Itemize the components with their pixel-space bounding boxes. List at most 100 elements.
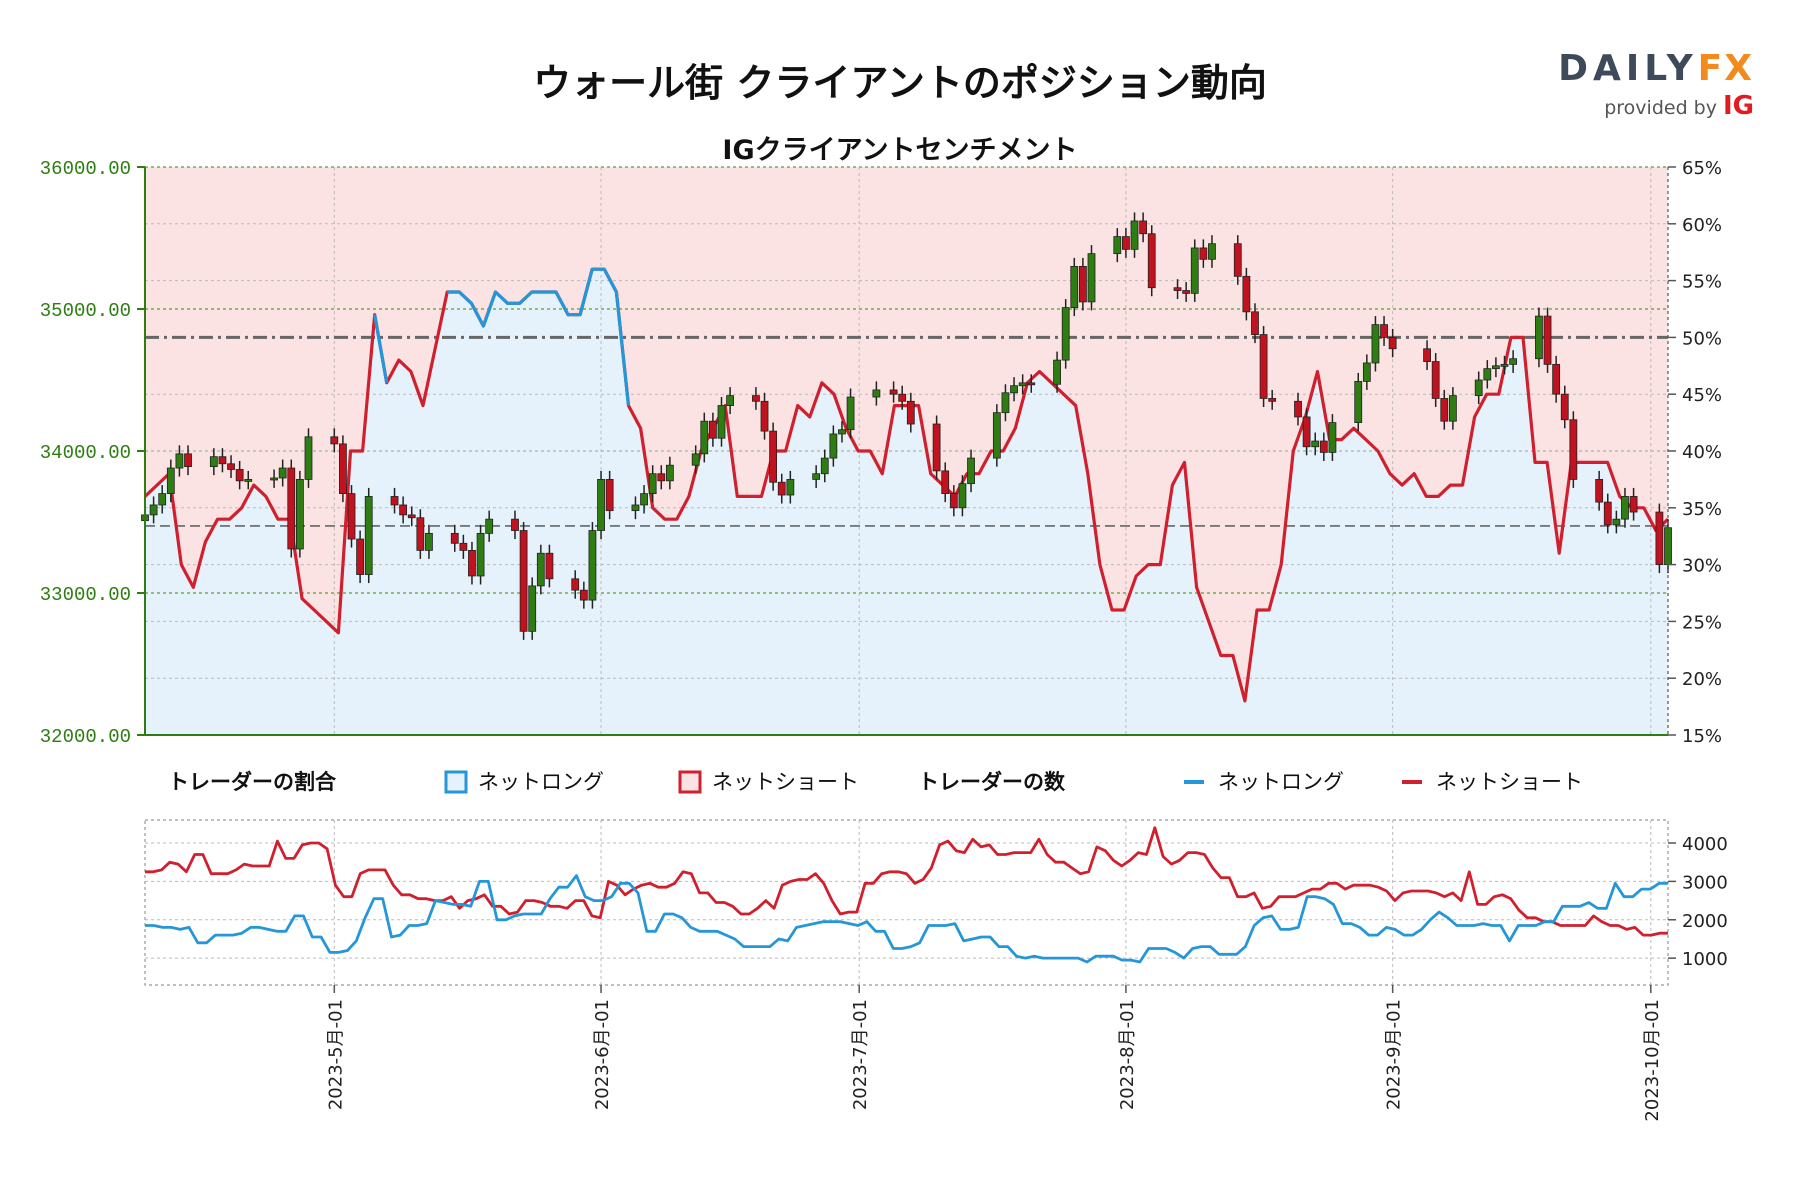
x-tick-label: 2023-7月-01	[850, 999, 871, 1110]
candle	[1535, 315, 1543, 360]
candle	[1621, 496, 1629, 520]
candle	[889, 389, 898, 395]
candle	[1431, 361, 1440, 399]
candle	[588, 530, 597, 601]
candle	[777, 481, 786, 496]
candle	[812, 473, 821, 480]
candle	[511, 518, 519, 531]
candle	[1328, 422, 1337, 453]
candle	[1242, 275, 1251, 313]
candle	[1655, 511, 1664, 565]
x-tick-label: 2023-9月-01	[1384, 999, 1405, 1110]
candle	[278, 467, 287, 479]
legend-ratio-header: トレーダーの割合	[168, 770, 337, 794]
logo-brand-right: FX	[1697, 48, 1754, 89]
candle	[1251, 311, 1259, 335]
ig-logo: IG	[1722, 91, 1754, 121]
candle	[1483, 368, 1492, 381]
candle	[708, 420, 717, 439]
candle	[1018, 382, 1027, 387]
candle	[829, 433, 838, 459]
candle	[992, 412, 1001, 459]
candle	[364, 496, 373, 575]
right-tick-label: 55%	[1682, 272, 1722, 293]
candle	[1259, 334, 1268, 399]
candle	[227, 463, 235, 470]
candle	[1294, 400, 1302, 418]
candle	[536, 552, 545, 587]
count-short-line	[145, 826, 1668, 937]
right-tick-label: 30%	[1682, 556, 1722, 577]
candle	[665, 464, 674, 482]
candle	[244, 478, 253, 482]
candle	[1027, 382, 1036, 386]
candle	[1552, 363, 1561, 395]
candle	[295, 478, 304, 550]
candle	[407, 514, 416, 519]
right-tick-label: 15%	[1682, 726, 1722, 747]
legend-count-short: ネットショート	[1436, 770, 1583, 794]
candle	[1199, 247, 1208, 260]
candle	[1070, 265, 1079, 308]
candle	[571, 578, 580, 591]
candle	[528, 585, 537, 632]
candle	[1078, 265, 1087, 303]
x-tick-label: 2023-10月-01	[1642, 999, 1663, 1122]
candle	[399, 504, 408, 516]
logo-provided-by: provided by IG	[1558, 91, 1754, 121]
candle	[657, 473, 666, 482]
right-tick-label: 50%	[1682, 328, 1722, 349]
x-tick-label: 2023-8月-01	[1117, 999, 1138, 1110]
candle	[872, 389, 881, 398]
candle	[597, 478, 605, 531]
candle	[270, 477, 278, 481]
candle	[1569, 419, 1578, 480]
x-tick-label: 2023-6月-01	[592, 999, 613, 1110]
candle	[1560, 393, 1569, 421]
count-tick-label: 1000	[1682, 949, 1728, 970]
candle	[347, 493, 356, 540]
candle	[485, 518, 494, 534]
right-tick-label: 25%	[1682, 612, 1722, 633]
price-sentiment-panel: 32000.00 33000.00 34000.00 35000.00 36000.00…	[40, 158, 1722, 748]
candle	[579, 589, 588, 601]
candle	[1208, 243, 1216, 260]
x-tick-label: 2023-5月-01	[325, 999, 346, 1110]
candle	[1190, 247, 1199, 294]
candle	[648, 473, 657, 495]
candle	[1087, 253, 1096, 303]
candle	[1139, 220, 1148, 235]
candle	[752, 395, 760, 402]
right-tick-label: 20%	[1682, 669, 1722, 690]
count-frame	[144, 819, 1669, 986]
right-tick-label: 35%	[1682, 499, 1722, 520]
count-tick-label: 4000	[1682, 834, 1728, 855]
candle	[1319, 440, 1328, 453]
candle	[1053, 359, 1061, 385]
candle	[459, 542, 468, 551]
candle	[820, 457, 829, 475]
count-long-line	[145, 874, 1668, 964]
candle	[1629, 496, 1638, 513]
candle	[1371, 324, 1380, 364]
trader-count-panel: 1000 2000 3000 4000 2023-5月-01 2023-6月-01 2023…	[144, 819, 1728, 1122]
candle	[287, 467, 296, 550]
candle	[1362, 362, 1371, 382]
candle	[1448, 395, 1457, 422]
candle	[1113, 236, 1122, 255]
left-tick-label: 35000.00	[40, 300, 131, 322]
legend-ratio-long: ネットロング	[478, 770, 604, 794]
candle	[330, 436, 339, 445]
left-tick-label: 36000.00	[40, 158, 131, 180]
candle	[932, 423, 941, 472]
candle	[1130, 220, 1139, 250]
candle	[218, 456, 227, 465]
candle	[717, 405, 726, 439]
candle	[425, 532, 433, 551]
candle	[631, 504, 640, 512]
candle	[769, 430, 778, 483]
candle	[1354, 381, 1363, 424]
candle	[846, 396, 855, 431]
candle	[1423, 348, 1431, 362]
right-tick-label: 40%	[1682, 442, 1722, 463]
